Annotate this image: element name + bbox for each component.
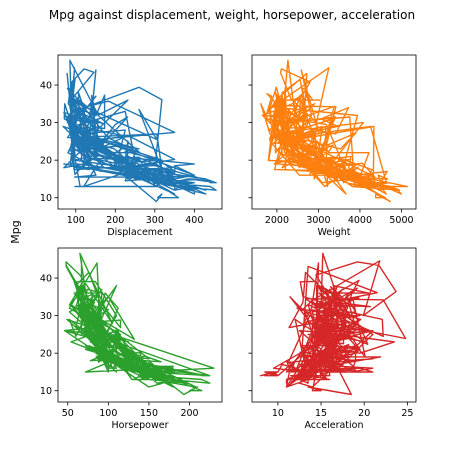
series-line-weight — [260, 59, 408, 203]
x-tick-label: 15 — [315, 408, 327, 419]
x-tick-label: 200 — [180, 408, 198, 419]
y-tick-label: 20 — [40, 156, 52, 167]
y-tick-label: 10 — [40, 386, 52, 397]
shared-y-label: Mpg — [9, 220, 22, 243]
x-tick-label: 150 — [140, 408, 158, 419]
x-axis-label: Acceleration — [304, 420, 363, 431]
axes-frame — [57, 54, 223, 210]
subplot-horsepower: 50 100 150 200 10 20 30 40 Horsepower — [40, 247, 223, 431]
axes-frame — [57, 247, 223, 403]
series-line-acceleration — [259, 252, 407, 396]
x-tick-label: 3000 — [306, 215, 330, 226]
x-tick-label: 5000 — [389, 215, 413, 226]
x-tick-label: 4000 — [348, 215, 372, 226]
subplot-weight: 2000 3000 4000 5000 Weight — [248, 54, 417, 238]
series-line-displacement — [62, 59, 217, 203]
y-tick-label: 30 — [40, 118, 52, 129]
subplot-grid: 100 200 300 400 10 20 30 40 Displacement 2000 3000… — [40, 54, 417, 431]
x-axis-label: Horsepower — [111, 420, 168, 431]
y-tick-label: 20 — [40, 349, 52, 360]
x-tick-label: 10 — [272, 408, 284, 419]
y-tick-label: 10 — [40, 193, 52, 204]
subplot-displacement: 100 200 300 400 10 20 30 40 Displacement — [40, 54, 223, 238]
x-axis-label: Displacement — [107, 227, 173, 238]
axes-frame — [251, 54, 417, 210]
x-tick-label: 300 — [146, 215, 164, 226]
series-line-horsepower — [63, 252, 215, 396]
figure-title: Mpg against displacement, weight, horsep… — [49, 8, 415, 22]
x-tick-label: 200 — [106, 215, 124, 226]
x-tick-label: 400 — [185, 215, 203, 226]
x-axis-label: Weight — [317, 227, 350, 238]
subplot-acceleration: 10 15 20 25 Acceleration — [248, 247, 417, 431]
x-tick-label: 20 — [358, 408, 370, 419]
y-tick-label: 40 — [40, 274, 52, 285]
x-tick-label: 2000 — [265, 215, 289, 226]
x-tick-label: 100 — [99, 408, 117, 419]
x-tick-label: 50 — [62, 408, 74, 419]
y-tick-label: 30 — [40, 311, 52, 322]
x-tick-label: 25 — [401, 408, 413, 419]
y-tick-label: 40 — [40, 81, 52, 92]
x-tick-label: 100 — [67, 215, 85, 226]
axes-frame — [251, 247, 417, 403]
